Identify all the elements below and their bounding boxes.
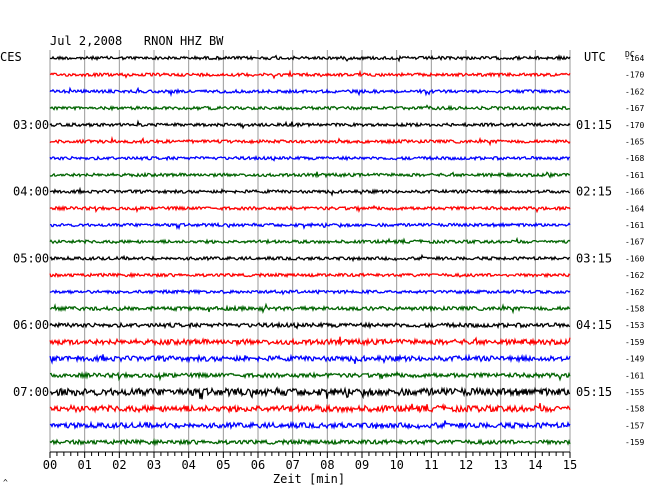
dc-offset-labels: -164 -170 -162 -167 -170 -165 -168 -161 -166 -164… — [625, 54, 644, 447]
x-tick-label: 01 — [77, 458, 91, 472]
x-axis-ticks: 00 01 02 03 04 05 06 07 08 09 10 11 12 13 14 15 — [43, 452, 577, 472]
right-hour-label: 03:15 — [576, 251, 612, 265]
x-tick-label: 07 — [285, 458, 299, 472]
dc-offset-label: -161 — [625, 221, 644, 230]
trace-18 — [49, 336, 571, 347]
dc-offset-label: -161 — [625, 371, 644, 380]
x-tick-label: 11 — [424, 458, 438, 472]
trace-23 — [49, 420, 571, 431]
vertical-gridlines — [49, 50, 571, 452]
dc-offset-label: -162 — [625, 87, 644, 96]
x-tick-label: 09 — [355, 458, 369, 472]
dc-offset-label: -159 — [625, 338, 644, 347]
left-timezone-label: CES — [0, 50, 22, 64]
trace-22 — [49, 402, 571, 414]
x-tick-label: 04 — [181, 458, 195, 472]
trace-7 — [49, 155, 570, 162]
dc-offset-label: -164 — [625, 54, 644, 63]
trace-21 — [50, 386, 571, 400]
left-hour-labels: 03:00 04:00 05:00 06:00 07:00 — [13, 118, 49, 399]
trace-19 — [49, 353, 571, 365]
x-tick-label: 10 — [389, 458, 403, 472]
dc-offset-label: -158 — [625, 305, 644, 314]
dc-label: DC — [625, 50, 635, 59]
dc-offset-label: -167 — [625, 238, 644, 247]
trace-14 — [49, 271, 571, 279]
dc-offset-label: -158 — [625, 405, 644, 414]
x-tick-label: 15 — [563, 458, 577, 472]
dc-offset-label: -153 — [625, 321, 644, 330]
trace-5 — [49, 119, 571, 130]
left-hour-label: 07:00 — [13, 385, 49, 399]
trace-10 — [49, 204, 571, 214]
x-tick-label: 00 — [43, 458, 57, 472]
left-hour-label: 06:00 — [13, 318, 49, 332]
dc-offset-label: -149 — [625, 355, 644, 364]
right-timezone-label: UTC — [584, 50, 606, 64]
right-hour-label: 04:15 — [576, 318, 612, 332]
seismic-traces — [49, 54, 571, 447]
dc-offset-label: -159 — [625, 438, 644, 447]
left-hour-label: 05:00 — [13, 251, 49, 265]
right-hour-label: 01:15 — [576, 118, 612, 132]
dc-offset-label: -164 — [625, 204, 644, 213]
dc-offset-label: -155 — [625, 388, 644, 397]
x-tick-label: 08 — [320, 458, 334, 472]
right-hour-labels: 01:15 02:15 03:15 04:15 05:15 — [576, 118, 612, 399]
x-tick-label: 12 — [459, 458, 473, 472]
corner-mark: ^ — [3, 478, 8, 487]
trace-3 — [49, 86, 571, 98]
dc-offset-label: -165 — [625, 138, 644, 147]
x-tick-label: 06 — [251, 458, 265, 472]
trace-1 — [49, 54, 571, 63]
x-tick-label: 13 — [493, 458, 507, 472]
x-axis-label: Zeit [min] — [273, 472, 345, 486]
trace-20 — [49, 370, 571, 382]
trace-13 — [49, 253, 571, 263]
dc-offset-label: -162 — [625, 271, 644, 280]
right-hour-label: 05:15 — [576, 385, 612, 399]
dc-offset-label: -170 — [625, 121, 644, 130]
dc-offset-label: -168 — [625, 154, 644, 163]
left-hour-label: 04:00 — [13, 185, 49, 199]
x-tick-label: 03 — [147, 458, 161, 472]
x-tick-label: 05 — [216, 458, 230, 472]
right-hour-label: 02:15 — [576, 185, 612, 199]
trace-11 — [49, 221, 571, 231]
trace-8 — [49, 171, 571, 179]
dc-offset-label: -167 — [625, 104, 644, 113]
chart-title: Jul 2,2008 RNON HHZ BW — [50, 34, 224, 48]
left-hour-label: 03:00 — [13, 118, 49, 132]
trace-15 — [49, 288, 571, 296]
trace-4 — [49, 104, 570, 112]
dc-offset-label: -161 — [625, 171, 644, 180]
trace-9 — [49, 186, 571, 197]
x-tick-label: 02 — [112, 458, 126, 472]
x-tick-label: 14 — [528, 458, 542, 472]
trace-12 — [49, 236, 571, 246]
dc-offset-label: -157 — [625, 421, 644, 430]
dc-offset-label: -160 — [625, 254, 644, 263]
trace-2 — [49, 69, 571, 80]
trace-16 — [49, 302, 571, 315]
dc-offset-label: -170 — [625, 71, 644, 80]
trace-17 — [49, 320, 571, 330]
dc-offset-label: -166 — [625, 188, 644, 197]
trace-6 — [49, 135, 571, 147]
trace-24 — [49, 437, 571, 447]
dc-offset-label: -162 — [625, 288, 644, 297]
